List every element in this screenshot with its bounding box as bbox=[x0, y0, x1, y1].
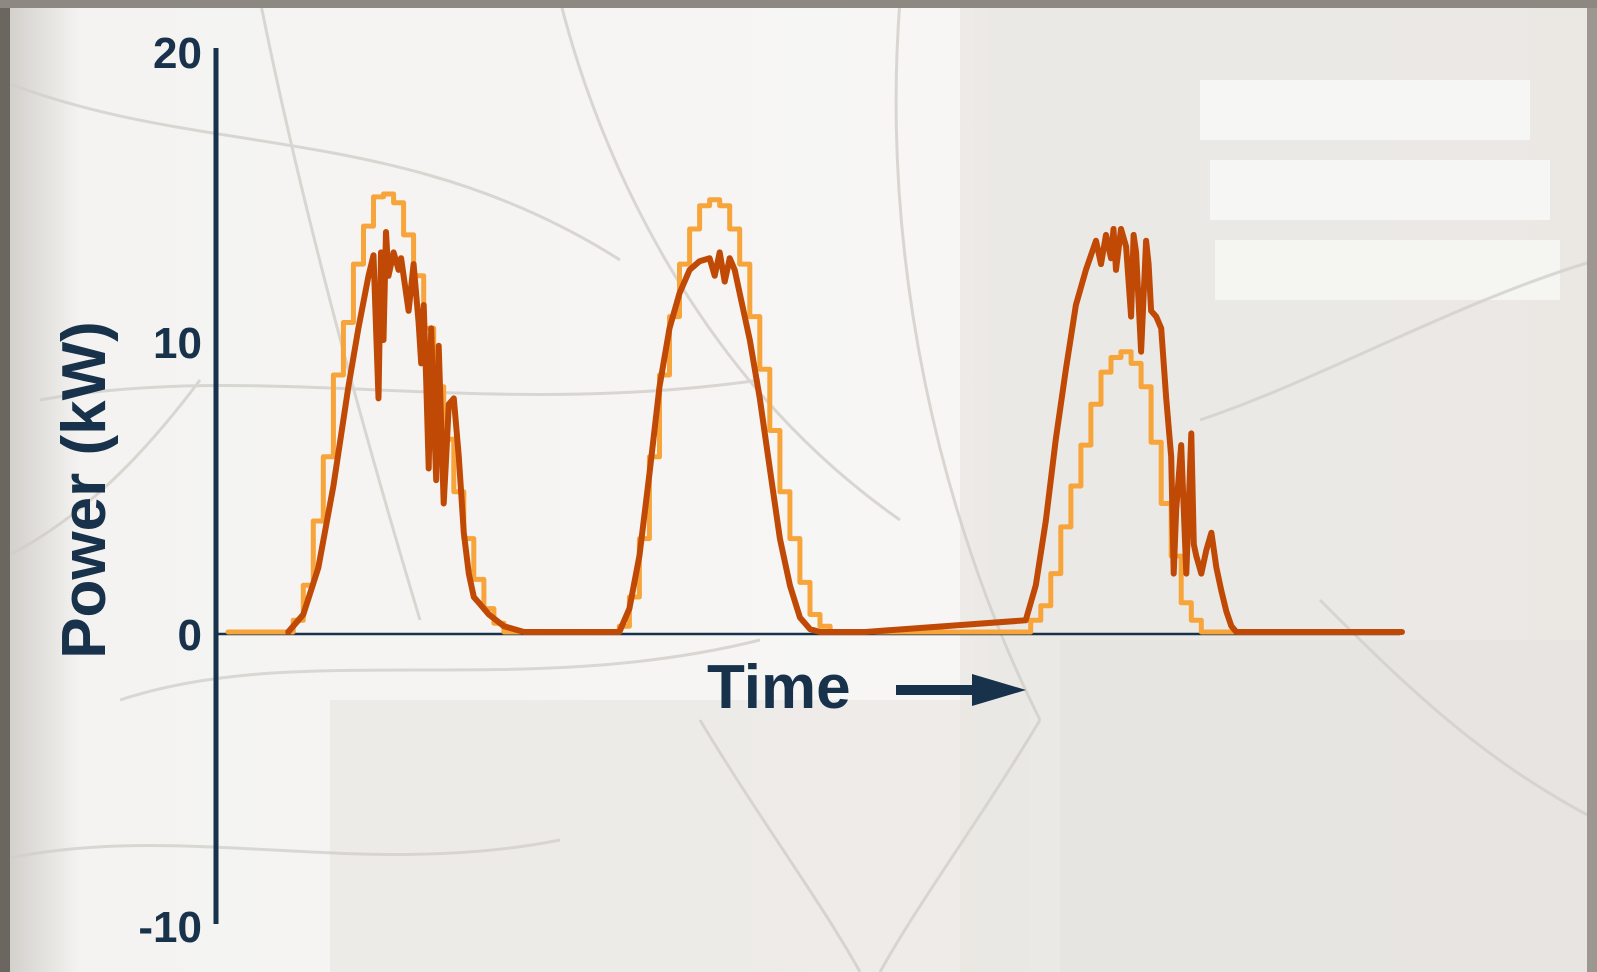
y-tick-label-0: 0 bbox=[178, 611, 202, 660]
y-tick-label-20: 20 bbox=[153, 29, 202, 78]
x-axis-title: Time bbox=[707, 653, 851, 722]
y-tick-label-10: 10 bbox=[153, 319, 202, 368]
y-tick-label-minus-10: -10 bbox=[138, 903, 202, 952]
y-axis-title: Power (kW) bbox=[50, 321, 119, 659]
